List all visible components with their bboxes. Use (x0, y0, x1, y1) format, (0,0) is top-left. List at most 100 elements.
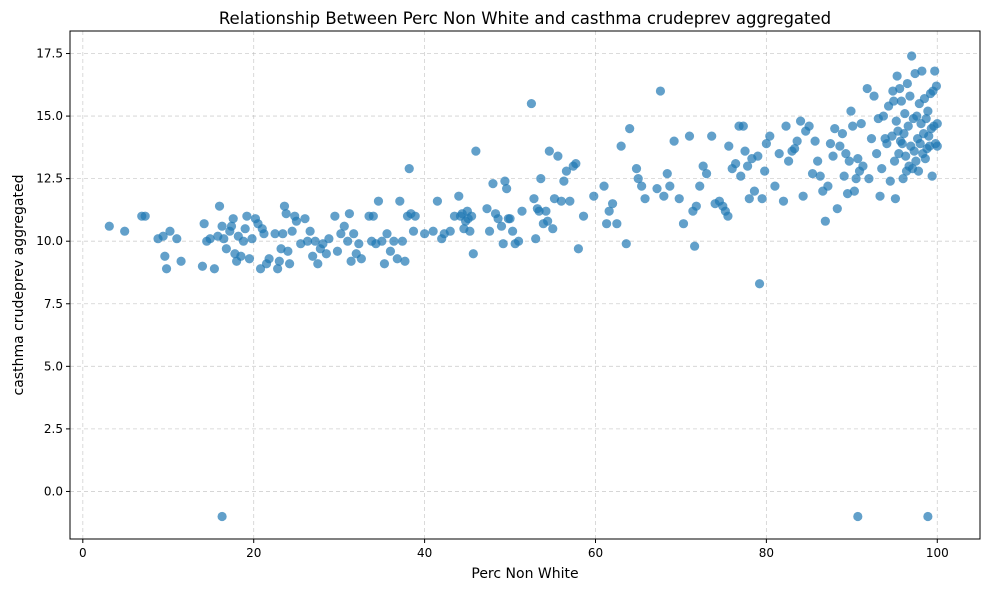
data-point (804, 121, 814, 131)
data-point (878, 111, 889, 121)
data-point (471, 146, 481, 156)
data-point (652, 184, 662, 194)
data-point (238, 236, 249, 246)
data-point (875, 191, 885, 201)
y-tick-label: 15.0 (36, 109, 63, 123)
data-point (465, 226, 475, 236)
data-point (723, 211, 733, 221)
y-tick-label: 17.5 (36, 47, 63, 61)
data-point (684, 131, 695, 141)
data-point (247, 234, 257, 244)
data-point (160, 251, 170, 261)
data-point (536, 174, 546, 184)
data-point (273, 264, 283, 274)
data-point (346, 256, 356, 266)
data-point (856, 118, 866, 129)
data-point (284, 259, 295, 269)
data-point (820, 216, 830, 226)
data-point (882, 139, 892, 149)
data-point (837, 129, 848, 139)
data-point (891, 116, 901, 126)
data-point (349, 229, 359, 239)
x-tick-label: 20 (246, 546, 261, 560)
data-point (889, 96, 899, 106)
data-point (631, 164, 642, 174)
data-point (798, 191, 808, 201)
data-point (305, 226, 315, 236)
data-point (221, 244, 231, 254)
data-point (321, 249, 331, 259)
data-point (496, 221, 507, 231)
data-point (892, 71, 902, 81)
data-point (690, 241, 700, 251)
data-point (912, 111, 922, 121)
data-point (604, 206, 614, 216)
data-point (242, 211, 252, 221)
data-point (278, 229, 288, 239)
data-point (400, 256, 410, 266)
data-point (392, 254, 402, 264)
data-point (862, 83, 872, 94)
data-point (807, 169, 818, 179)
data-point (274, 256, 284, 266)
data-point (176, 256, 186, 266)
data-point (517, 206, 527, 216)
data-point (529, 194, 539, 204)
x-tick-label: 60 (588, 546, 603, 560)
data-point (466, 211, 477, 221)
data-point (931, 81, 942, 91)
data-point (395, 196, 405, 206)
y-axis-ticks: 0.0 2.5 5.0 7.5 10.0 12.5 15.0 17.5 (36, 47, 70, 498)
data-point (890, 194, 901, 204)
data-point (795, 116, 806, 126)
data-point (548, 224, 558, 234)
x-tick-label: 40 (417, 546, 432, 560)
data-point (502, 184, 512, 194)
data-point (927, 171, 937, 181)
data-point (454, 191, 464, 201)
data-point (778, 196, 789, 206)
data-point (482, 204, 492, 214)
data-point (913, 166, 924, 176)
y-tick-label: 0.0 (44, 484, 63, 498)
data-point (205, 234, 215, 244)
data-point (336, 229, 346, 239)
data-point (921, 113, 931, 124)
x-axis-ticks: 0 20 40 60 80 100 (79, 539, 949, 560)
data-point (869, 91, 879, 101)
data-point (753, 151, 763, 161)
data-point (493, 214, 503, 224)
data-point (385, 246, 396, 256)
data-point (889, 156, 900, 166)
data-point (885, 176, 895, 186)
data-point (724, 141, 734, 151)
data-point (408, 226, 419, 236)
data-point (389, 236, 399, 246)
data-point (310, 236, 320, 246)
data-point (872, 149, 882, 159)
data-point (379, 259, 390, 269)
data-point (488, 179, 498, 189)
data-point (792, 136, 802, 146)
data-point (915, 139, 925, 149)
chart-title: Relationship Between Perc Non White and … (219, 9, 831, 28)
data-point (219, 234, 229, 244)
data-point (765, 131, 775, 141)
data-point (531, 234, 541, 244)
data-point (270, 229, 280, 239)
data-point (846, 106, 856, 116)
data-point (665, 181, 675, 191)
data-point (209, 264, 220, 274)
data-point (905, 91, 915, 101)
data-point (308, 251, 318, 261)
data-point (923, 511, 933, 522)
data-point (770, 181, 780, 191)
data-point (541, 206, 551, 216)
data-point (695, 181, 705, 191)
data-point (513, 236, 524, 246)
data-point (589, 191, 599, 201)
data-point (825, 139, 836, 149)
data-point (674, 194, 684, 204)
data-point (781, 121, 791, 131)
data-point (866, 134, 877, 144)
